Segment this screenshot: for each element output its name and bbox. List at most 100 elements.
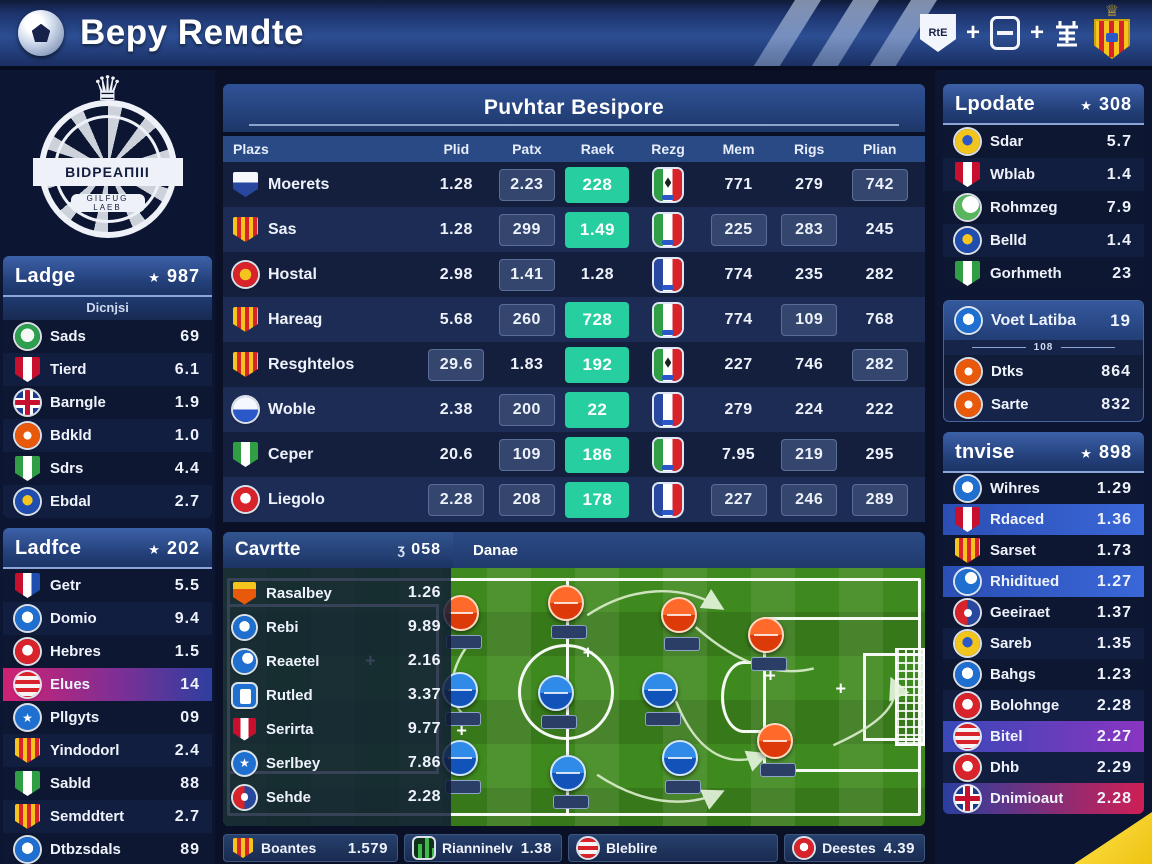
- player-marker[interactable]: [538, 674, 578, 729]
- table-row[interactable]: Sas 1.28 299 1.49 225 283 245: [223, 207, 925, 252]
- list-item[interactable]: Dtks 864: [944, 355, 1143, 388]
- odds-row[interactable]: Sehde 2.28: [233, 780, 441, 814]
- stat-value: 225: [710, 213, 767, 246]
- item-label: Yindodorl: [50, 742, 120, 759]
- plus-marker: +: [835, 678, 847, 699]
- table-row[interactable]: Hareag 5.68 260 728 774 109 768: [223, 297, 925, 342]
- odds-value: 1.27: [1096, 572, 1132, 590]
- shield-yellow-icon: [955, 538, 980, 563]
- odds-row[interactable]: Serlbey 7.86: [233, 746, 441, 780]
- odds-row[interactable]: Geeiraet 1.37: [943, 597, 1144, 628]
- column-header[interactable]: Raek: [580, 141, 615, 157]
- odds-row[interactable]: Serirta 9.77: [233, 712, 441, 746]
- list-item[interactable]: Rohmzeg 7.9: [943, 191, 1144, 224]
- table-row[interactable]: Woble 2.38 200 22 279 224 222: [223, 387, 925, 432]
- table-row[interactable]: Resghtelos 29.6 1.83 192 227 746 282: [223, 342, 925, 387]
- column-header[interactable]: Rezg: [651, 141, 685, 157]
- flag-fr-icon: [654, 393, 683, 426]
- calendar-icon[interactable]: [989, 16, 1020, 50]
- player-marker[interactable]: [660, 596, 700, 651]
- table-row[interactable]: Ceper 20.6 109 186 7.95 219 295: [223, 432, 925, 477]
- flag-it-emblem-icon: [654, 348, 683, 381]
- stat-value: 29.6: [428, 348, 485, 381]
- stat-value: 5.68: [439, 310, 473, 328]
- item-value: 864: [1101, 362, 1131, 380]
- column-header[interactable]: Plid: [443, 141, 470, 157]
- column-header[interactable]: Plian: [863, 141, 897, 157]
- bottom-odds-cell[interactable]: Boantes 1.579: [223, 834, 398, 862]
- odds-row[interactable]: Rebi 9.89: [233, 610, 441, 644]
- list-item[interactable]: Belld 1.4: [943, 224, 1144, 257]
- list-item[interactable]: Semddtert 2.7: [3, 800, 212, 833]
- app-logo-ball-icon[interactable]: [18, 10, 64, 56]
- square-blue-icon: [233, 683, 256, 707]
- list-item[interactable]: Sads 69: [3, 320, 212, 353]
- column-header[interactable]: Plazs: [233, 141, 269, 157]
- stats-table: Moerets 1.28 2.23 228 771 279 742 Sas 1.…: [223, 162, 925, 522]
- ladfce-panel-header: Ladfce ★ 202: [3, 528, 212, 569]
- odds-row[interactable]: Reaetel 2.16: [233, 644, 441, 678]
- list-item[interactable]: Domio 9.4: [3, 602, 212, 635]
- list-item[interactable]: Elues 14: [3, 668, 212, 701]
- odds-row[interactable]: Bahgs 1.23: [943, 659, 1144, 690]
- bottom-odds-cell[interactable]: Bleblire: [567, 834, 779, 862]
- bottom-odds-cell[interactable]: Deestes 4.39: [784, 834, 925, 862]
- list-item[interactable]: Getr 5.5: [3, 569, 212, 602]
- flag-it-icon: [654, 303, 683, 336]
- list-item[interactable]: Hebres 1.5: [3, 635, 212, 668]
- item-value: 89: [180, 840, 200, 858]
- list-item[interactable]: Sdrs 4.4: [3, 452, 212, 485]
- player-marker[interactable]: [550, 755, 590, 810]
- right-sidebar: Lpodate ★ 308 Sdar 5.7 Wblab 1.4: [935, 70, 1152, 864]
- odds-row[interactable]: Sareb 1.35: [943, 628, 1144, 659]
- list-item[interactable]: Sdar 5.7: [943, 125, 1144, 158]
- stat-value: 224: [795, 400, 824, 418]
- column-header[interactable]: Rigs: [794, 141, 825, 157]
- odds-label: Boantes: [261, 840, 317, 856]
- table-row[interactable]: Liegolo 2.28 208 178 227 246 289: [223, 477, 925, 522]
- odds-row[interactable]: Wihres 1.29: [943, 473, 1144, 504]
- table-row[interactable]: Moerets 1.28 2.23 228 771 279 742: [223, 162, 925, 207]
- list-item[interactable]: Gorhmeth 23: [943, 257, 1144, 290]
- circle-red-yellow-icon: [233, 262, 258, 287]
- list-item[interactable]: Bdkld 1.0: [3, 419, 212, 452]
- player-marker[interactable]: [642, 672, 682, 727]
- odds-row[interactable]: Rasalbey 1.26: [233, 576, 441, 610]
- odds-value: 2.27: [1096, 727, 1132, 745]
- column-header[interactable]: Patx: [512, 141, 542, 157]
- list-item[interactable]: Tierd 6.1: [3, 353, 212, 386]
- odds-row[interactable]: Dhb 2.29: [943, 752, 1144, 783]
- circle-red-icon: [233, 487, 258, 512]
- list-item[interactable]: Pllgyts 09: [3, 701, 212, 734]
- stat-value: 289: [851, 483, 908, 516]
- list-item[interactable]: Sabld 88: [3, 767, 212, 800]
- odds-row[interactable]: Sarset 1.73: [943, 535, 1144, 566]
- odds-row[interactable]: Dnimioaut 2.28: [943, 783, 1144, 814]
- player-marker[interactable]: [547, 585, 587, 640]
- table-row[interactable]: Hostal 2.98 1.41 1.28 774 235 282: [223, 252, 925, 297]
- shield-yellow-icon: [233, 307, 258, 332]
- league-shield-icon[interactable]: RtE: [919, 14, 956, 52]
- ladge-panel: Ladge ★ 987 Dicnjsi Sads 69 Tierd 6.1: [3, 256, 212, 518]
- crest-subtitle: GILFUG LAEB: [70, 194, 145, 212]
- odds-row[interactable]: Bolohnge 2.28: [943, 690, 1144, 721]
- list-item[interactable]: Yindodorl 2.4: [3, 734, 212, 767]
- odds-row[interactable]: Bitel 2.27: [943, 721, 1144, 752]
- voet-panel-header[interactable]: Voet Latiba 19: [944, 301, 1143, 340]
- list-item[interactable]: Dtbzsdals 89: [3, 833, 212, 864]
- odds-row[interactable]: Rhiditued 1.27: [943, 566, 1144, 597]
- odds-row[interactable]: Rutled 3.37: [233, 678, 441, 712]
- club-crest-icon[interactable]: ♕: [1090, 4, 1134, 61]
- list-item[interactable]: Ebdal 2.7: [3, 485, 212, 518]
- bottom-odds-cell[interactable]: Rianninelv 1.38: [403, 834, 562, 862]
- tnvise-list: Wihres 1.29 Rdaced 1.36 Sarset 1.73 Rhid…: [943, 473, 1144, 814]
- list-item[interactable]: Sarte 832: [944, 388, 1143, 421]
- column-header[interactable]: Mem: [722, 141, 755, 157]
- list-item[interactable]: Wblab 1.4: [943, 158, 1144, 191]
- tab-danae[interactable]: Danae: [473, 541, 519, 559]
- left-sidebar: ♛ BIDPEAПIII GILFUG LAEB Ladge ★ 987 Dic…: [0, 70, 215, 864]
- list-item[interactable]: Barngle 1.9: [3, 386, 212, 419]
- odds-row[interactable]: Rdaced 1.36: [943, 504, 1144, 535]
- odds-label: Dnimioaut: [990, 790, 1064, 807]
- player-marker[interactable]: [662, 739, 701, 794]
